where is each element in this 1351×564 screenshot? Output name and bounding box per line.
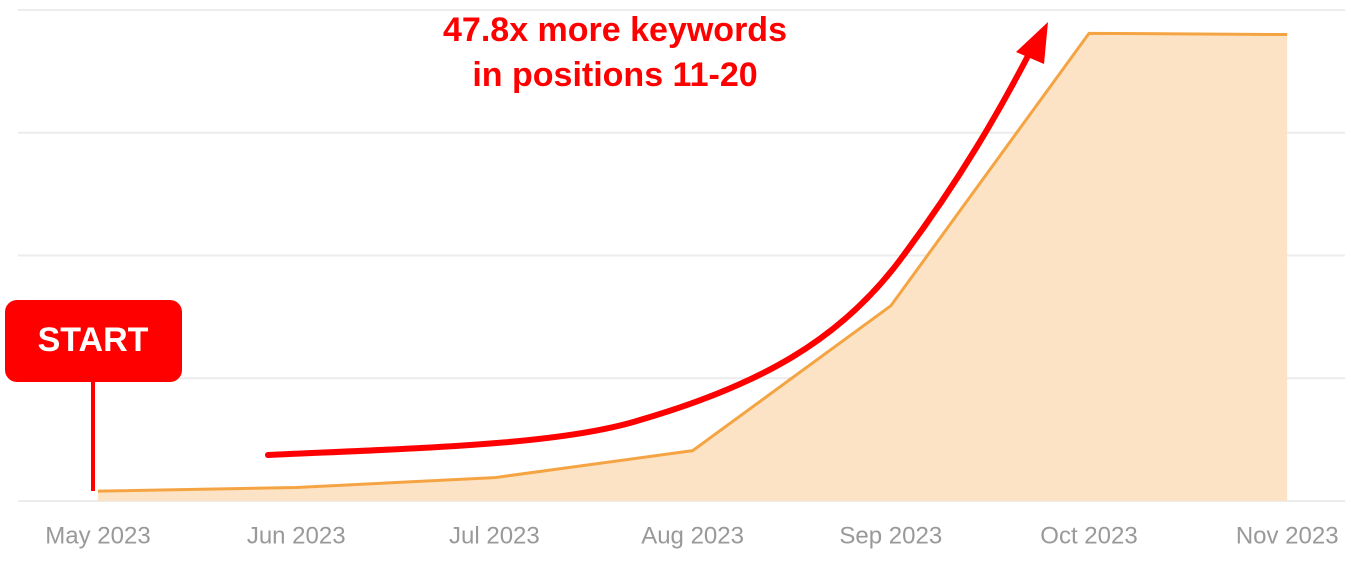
start-badge [5, 300, 182, 382]
arrow-head [1016, 22, 1048, 64]
area-fill [98, 33, 1288, 501]
x-tick-label: Nov 2023 [1236, 522, 1339, 549]
start-label: START [38, 321, 149, 359]
annotation: in positions 11-20 [472, 56, 757, 94]
x-tick-label: Jul 2023 [449, 522, 540, 549]
trend-arrow [265, 49, 1033, 458]
annotation: 47.8x more keywords [443, 11, 787, 49]
plot-area: May 2023 Jun 2023 Jul 2023 Aug 2023 Sep 2023… [18, 9, 1345, 549]
x-tick-label: May 2023 [45, 522, 150, 549]
x-tick-label: Jun 2023 [247, 522, 346, 549]
x-tick-label: Aug 2023 [641, 522, 744, 549]
x-tick-label: Sep 2023 [839, 522, 942, 549]
area-line [97, 31, 1288, 493]
x-tick-label: Oct 2023 [1040, 522, 1137, 549]
